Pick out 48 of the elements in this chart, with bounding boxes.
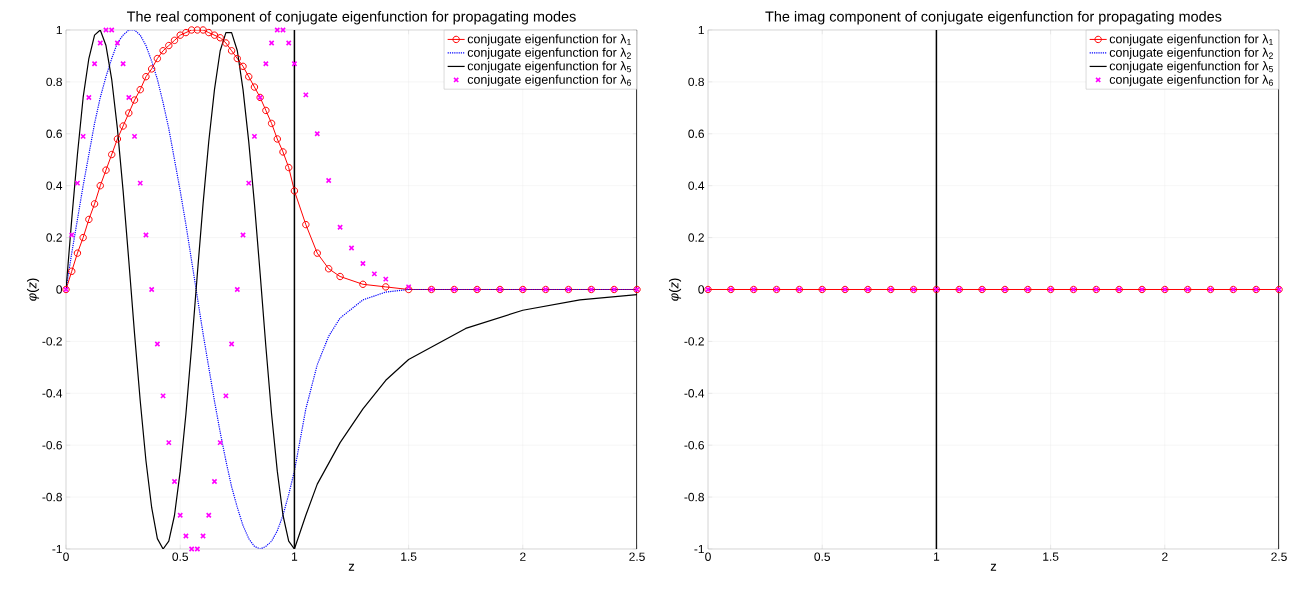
y-tick-label: -0.6 (42, 440, 62, 450)
y-tick-label: 0.6 (46, 129, 62, 139)
legend-label: conjugate eigenfunction for λ$_{2}$ (1109, 47, 1273, 60)
legend-label: conjugate eigenfunction for λ$_{6}$ (1109, 74, 1273, 87)
y-tick-label: -0.8 (684, 492, 704, 502)
y-tick-label: -0.2 (42, 337, 62, 346)
y-tick-label: -0.6 (684, 440, 704, 450)
y-tick-label: -0.4 (42, 389, 63, 398)
y-tick-label: 0.2 (688, 233, 704, 242)
legend-label: conjugate eigenfunction for λ$_{6}$ (467, 74, 631, 87)
x-axis-title: z (348, 563, 355, 571)
x-tick-label: 0 (63, 552, 69, 561)
y-axis-title: φ(z) (26, 278, 40, 301)
legend-label: conjugate eigenfunction for λ$_{1}$ (467, 34, 631, 46)
y-tick-label: -1 (52, 544, 62, 554)
x-tick-label: 2 (1162, 552, 1168, 561)
x-tick-label: 0.5 (172, 552, 189, 561)
y-tick-label: 0.8 (46, 77, 62, 87)
x-axis-title: z (990, 563, 997, 571)
y-tick-label: 0.8 (688, 77, 704, 87)
x-tick-label: 1.5 (1043, 552, 1059, 561)
y-tick-label: 0.6 (688, 129, 704, 139)
y-tick-label: 0 (56, 285, 63, 294)
chart-title: The real component of conjugate eigenfunction for propagating modes (126, 11, 576, 25)
y-tick-label: 1 (698, 25, 704, 35)
chart-title: The imag component of conjugate eigenfunction for propagating modes (765, 11, 1222, 25)
x-tick-label: 0.5 (814, 552, 831, 561)
legend-label: conjugate eigenfunction for λ$_{5}$ (467, 61, 631, 73)
x-tick-label: 0 (705, 552, 711, 561)
x-tick-label: 1 (292, 552, 298, 561)
x-tick-label: 1 (934, 552, 940, 561)
y-axis-title: φ(z) (668, 278, 682, 301)
y-tick-label: -0.8 (42, 492, 62, 502)
x-tick-label: 1.5 (401, 552, 417, 561)
y-tick-label: 0.4 (688, 181, 705, 190)
x-tick-label: 2.5 (1271, 552, 1287, 561)
legend-label: conjugate eigenfunction for λ$_{1}$ (1109, 34, 1273, 46)
legend-label: conjugate eigenfunction for λ$_{5}$ (1109, 61, 1273, 73)
legend-label: conjugate eigenfunction for λ$_{2}$ (467, 47, 631, 60)
y-tick-label: 1 (56, 25, 62, 35)
x-tick-label: 2 (520, 552, 526, 561)
x-tick-label: 2.5 (629, 552, 645, 561)
y-tick-label: -0.2 (684, 337, 704, 346)
y-tick-label: -0.4 (684, 389, 705, 398)
y-tick-label: 0 (698, 285, 705, 294)
y-tick-label: 0.4 (46, 181, 63, 190)
y-tick-label: -1 (694, 544, 704, 554)
y-tick-label: 0.2 (46, 233, 62, 242)
